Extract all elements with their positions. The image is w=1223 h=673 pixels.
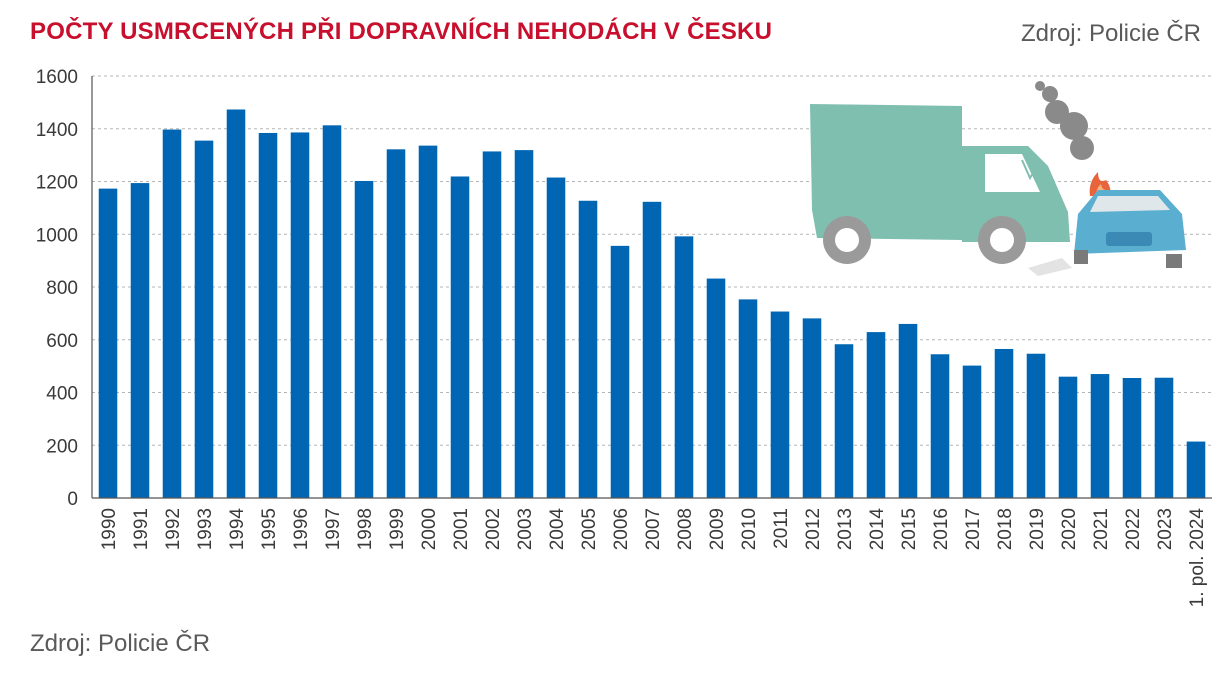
bar-2021	[1090, 374, 1110, 498]
x-tick-label: 2011	[771, 508, 792, 549]
y-tick-label: 800	[46, 278, 78, 299]
bar-2017	[962, 365, 982, 498]
y-tick-label: 400	[46, 384, 78, 405]
y-tick-label: 600	[46, 331, 78, 352]
y-tick-label: 1200	[36, 173, 78, 194]
x-tick-label: 2023	[1155, 508, 1176, 550]
x-tick-label: 2006	[611, 508, 632, 550]
bar-2012	[802, 318, 822, 498]
bar-1993	[194, 140, 214, 498]
x-tick-label: 1998	[355, 508, 376, 550]
bar-2007	[642, 201, 662, 498]
x-tick-label: 2009	[707, 508, 728, 550]
x-tick-label: 1991	[131, 508, 152, 550]
x-tick-label: 1995	[259, 508, 280, 550]
bar-2020	[1058, 376, 1078, 498]
x-tick-label: 1990	[99, 508, 120, 550]
bar-1997	[322, 125, 342, 498]
truck-car-crash-icon	[810, 81, 1186, 276]
bar-2004	[546, 177, 566, 498]
bar-2014	[866, 332, 886, 498]
x-tick-label: 2000	[419, 508, 440, 550]
bar-2005	[578, 200, 598, 498]
bar-2008	[674, 236, 694, 499]
y-axis-ticks: 0 200 400 600 800 1000 1200 1400 1600	[36, 67, 78, 510]
x-tick-label: 2005	[579, 508, 600, 550]
x-tick-label: 2002	[483, 508, 504, 550]
x-tick-label: 2015	[899, 508, 920, 550]
x-tick-label: 2008	[675, 508, 696, 550]
bar-2015	[898, 323, 918, 498]
x-tick-label: 2012	[803, 508, 824, 550]
y-tick-label: 1400	[36, 120, 78, 141]
x-axis-ticks: 1990 1991 1992 1993 1994 1995 1996 1997 1998 1999…	[99, 508, 1208, 608]
x-tick-label: 2004	[547, 508, 568, 551]
y-tick-label: 1600	[36, 67, 78, 88]
x-tick-label: 2001	[451, 508, 472, 550]
bar-1-pol-2024	[1186, 441, 1206, 498]
bar-2022	[1122, 377, 1142, 498]
bar-1994	[226, 109, 246, 498]
source-label-top: Zdroj: Policie ČR	[1020, 20, 1201, 47]
x-tick-label: 1994	[227, 508, 248, 551]
bar-2002	[482, 151, 502, 498]
bar-1998	[354, 180, 374, 498]
bar-2013	[834, 344, 854, 498]
bar-2018	[994, 348, 1014, 498]
bar-2011	[770, 311, 790, 498]
bar-1999	[386, 149, 406, 498]
y-tick-label: 0	[67, 489, 78, 510]
bar-2009	[706, 278, 726, 498]
bar-2016	[930, 354, 950, 498]
x-tick-label: 2020	[1059, 508, 1080, 550]
x-tick-label: 2010	[739, 508, 760, 550]
x-tick-label: 1996	[291, 508, 312, 550]
x-tick-label: 1997	[323, 508, 344, 550]
source-label-bottom: Zdroj: Policie ČR	[30, 630, 211, 657]
bar-1995	[258, 132, 278, 498]
bar-2003	[514, 150, 534, 498]
x-tick-label: 1999	[387, 508, 408, 550]
bars	[98, 109, 1206, 499]
chart-title: POČTY USMRCENÝCH PŘI DOPRAVNÍCH NEHODÁCH…	[30, 18, 773, 45]
bar-1996	[290, 132, 310, 498]
y-tick-label: 200	[46, 436, 78, 457]
bar-2023	[1154, 377, 1174, 498]
x-tick-label: 1992	[163, 508, 184, 550]
bar-1992	[162, 129, 182, 498]
bar-1991	[130, 183, 150, 498]
x-tick-label: 2003	[515, 508, 536, 550]
x-tick-label: 2022	[1123, 508, 1144, 550]
bar-2006	[610, 245, 630, 498]
bar-2001	[450, 176, 470, 498]
x-tick-label: 1993	[195, 508, 216, 550]
bar-2019	[1026, 353, 1046, 498]
x-tick-label: 2007	[643, 508, 664, 550]
x-tick-label: 2016	[931, 508, 952, 550]
y-tick-label: 1000	[36, 225, 78, 246]
bar-1990	[98, 188, 118, 498]
x-tick-label: 2021	[1091, 508, 1112, 550]
x-tick-label: 2014	[867, 508, 888, 551]
x-tick-label: 2017	[963, 508, 984, 550]
x-tick-label: 2018	[995, 508, 1016, 550]
x-tick-label: 2013	[835, 508, 856, 550]
x-tick-label: 2019	[1027, 508, 1048, 550]
bar-2000	[418, 145, 438, 498]
bar-2010	[738, 299, 758, 498]
x-tick-label: 1. pol. 2024	[1187, 508, 1208, 608]
